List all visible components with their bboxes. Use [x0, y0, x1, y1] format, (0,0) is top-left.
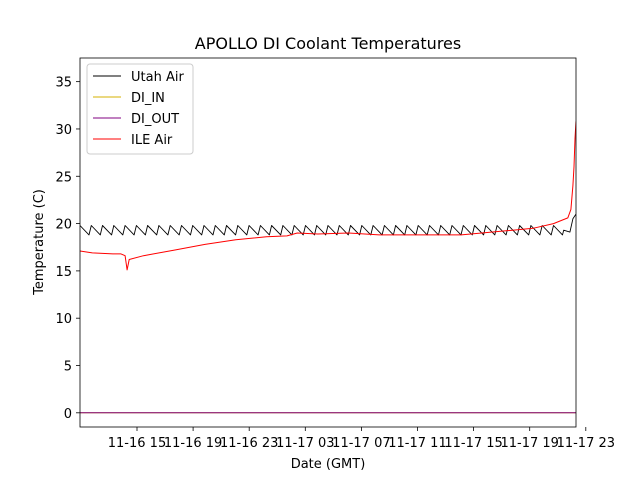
- legend: Utah Air DI_IN DI_OUT ILE Air: [86, 63, 194, 155]
- x-tick-label: 11-16 15: [108, 436, 166, 451]
- x-tick-label: 11-17 03: [276, 436, 334, 451]
- series-line-utah-air: [80, 213, 576, 236]
- y-tick-label: 15: [55, 265, 72, 280]
- x-tick-label: 11-16 19: [164, 436, 222, 451]
- x-tick-label: 11-17 07: [332, 436, 390, 451]
- y-tick-label: 30: [55, 123, 72, 138]
- legend-label: Utah Air: [131, 70, 184, 85]
- plot-frame: [79, 57, 577, 428]
- x-tick-label: 11-17 11: [388, 436, 446, 451]
- y-tick-label: 10: [55, 312, 72, 327]
- legend-label: ILE Air: [131, 133, 173, 148]
- legend-label: DI_OUT: [131, 112, 179, 127]
- chart-title: APOLLO DI Coolant Temperatures: [195, 34, 461, 53]
- series-layer: [80, 121, 576, 414]
- x-tick-label: 11-17 19: [500, 436, 558, 451]
- legend-label: DI_IN: [131, 91, 165, 106]
- series-line-ile-air: [80, 121, 576, 271]
- x-axis-label: Date (GMT): [291, 457, 366, 472]
- y-tick-label: 25: [55, 170, 72, 185]
- y-tick-label: 0: [64, 407, 72, 422]
- legend-box: [86, 63, 194, 155]
- y-axis-label: Temperature (C): [32, 189, 47, 296]
- x-tick-label: 11-17 15: [444, 436, 502, 451]
- x-tick-label: 11-16 23: [220, 436, 278, 451]
- series-group: [80, 121, 576, 414]
- y-tick-label: 5: [64, 360, 72, 375]
- x-tick-label: 11-17 23: [557, 436, 615, 451]
- y-tick-label: 20: [55, 218, 72, 233]
- y-axis: 0 5 10 15 20 25 30 35: [55, 76, 80, 422]
- y-tick-label: 35: [55, 76, 72, 91]
